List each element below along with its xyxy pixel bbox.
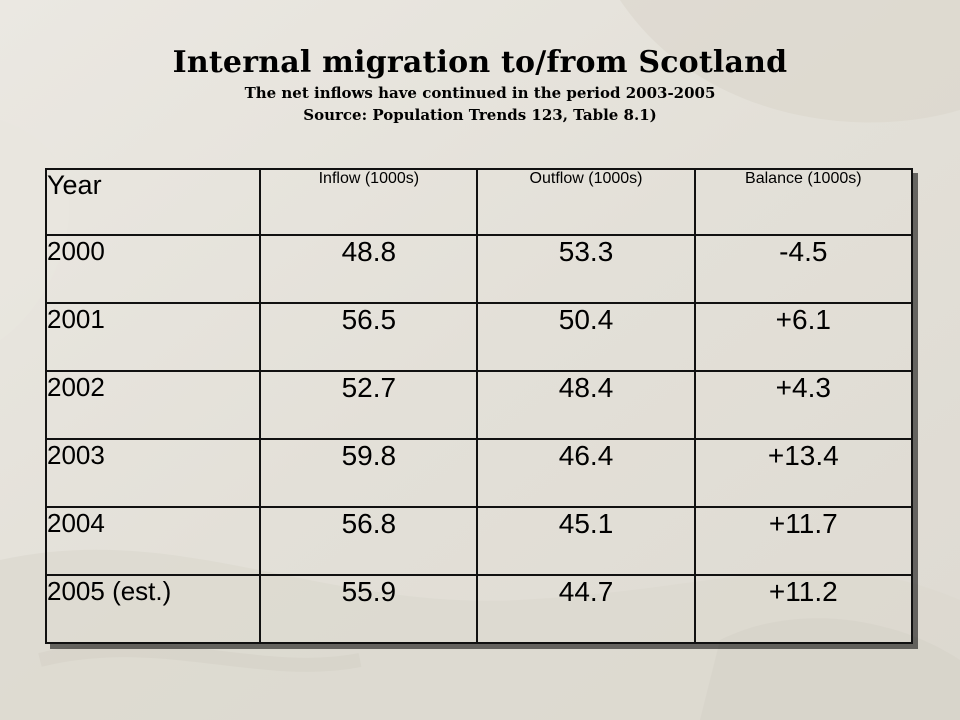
- table-header-row: Year Inflow (1000s) Outflow (1000s) Bala…: [44, 168, 914, 236]
- cell-inflow: 55.9: [259, 574, 479, 644]
- column-header-year: Year: [44, 168, 262, 236]
- cell-balance: +11.2: [693, 574, 914, 644]
- page-title: Internal migration to/from Scotland: [172, 45, 788, 80]
- column-header-balance: Balance (1000s): [693, 168, 914, 236]
- cell-balance: +13.4: [693, 438, 914, 508]
- title-block: Internal migration to/from Scotland The …: [0, 44, 960, 126]
- cell-outflow: 50.4: [476, 302, 696, 372]
- table-row: 2004 56.8 45.1 +11.7: [44, 506, 914, 576]
- table-row: 2000 48.8 53.3 -4.5: [44, 234, 914, 304]
- cell-outflow: 46.4: [476, 438, 696, 508]
- cell-balance: +6.1: [693, 302, 914, 372]
- column-header-outflow: Outflow (1000s): [476, 168, 696, 236]
- table-row: 2002 52.7 48.4 +4.3: [44, 370, 914, 440]
- cell-inflow: 56.5: [259, 302, 479, 372]
- cell-balance: +4.3: [693, 370, 914, 440]
- cell-inflow: 56.8: [259, 506, 479, 576]
- cell-outflow: 45.1: [476, 506, 696, 576]
- subtitle-source: Source: Population Trends 123, Table 8.1…: [303, 106, 657, 124]
- cell-year: 2004: [44, 506, 262, 576]
- cell-year: 2003: [44, 438, 262, 508]
- cell-inflow: 59.8: [259, 438, 479, 508]
- cell-year: 2000: [44, 234, 262, 304]
- cell-year: 2001: [44, 302, 262, 372]
- cell-outflow: 44.7: [476, 574, 696, 644]
- table-row: 2001 56.5 50.4 +6.1: [44, 302, 914, 372]
- table-row: 2003 59.8 46.4 +13.4: [44, 438, 914, 508]
- subtitle-trend: The net inflows have continued in the pe…: [244, 84, 716, 102]
- cell-year: 2005 (est.): [44, 574, 262, 644]
- migration-table: Year Inflow (1000s) Outflow (1000s) Bala…: [44, 168, 914, 644]
- cell-balance: +11.7: [693, 506, 914, 576]
- cell-inflow: 52.7: [259, 370, 479, 440]
- table-row: 2005 (est.) 55.9 44.7 +11.2: [44, 574, 914, 644]
- cell-year: 2002: [44, 370, 262, 440]
- cell-outflow: 53.3: [476, 234, 696, 304]
- cell-inflow: 48.8: [259, 234, 479, 304]
- column-header-inflow: Inflow (1000s): [259, 168, 479, 236]
- cell-outflow: 48.4: [476, 370, 696, 440]
- cell-balance: -4.5: [693, 234, 914, 304]
